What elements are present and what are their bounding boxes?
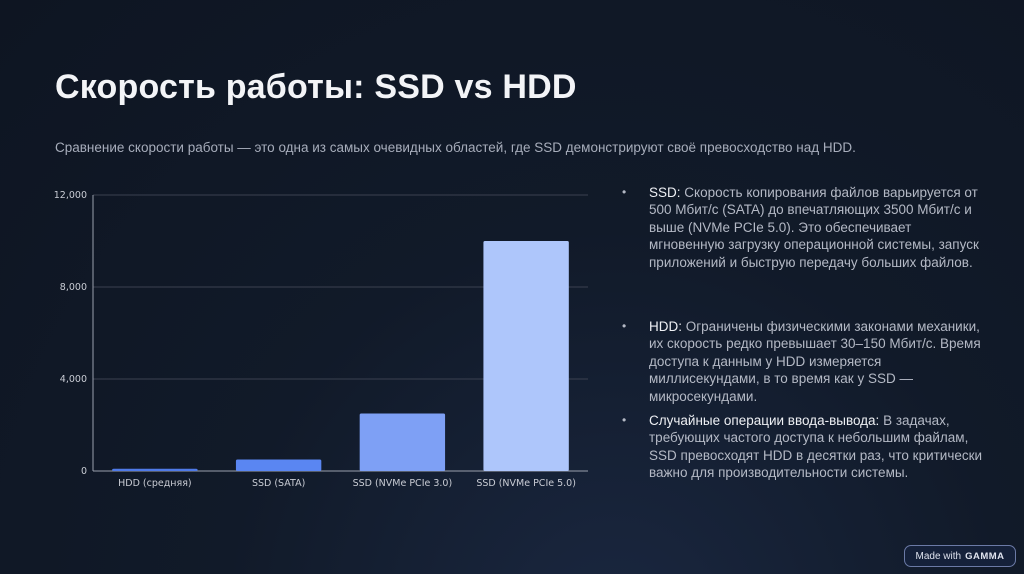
bar-1 — [235, 459, 322, 471]
bullet-random-io: • Случайные операции ввода-вывода: В зад… — [622, 412, 989, 482]
bullet-text: Скорость копирования файлов варьируется … — [649, 185, 979, 270]
x-tick-label: HDD (средняя) — [118, 478, 192, 489]
bullet-hdd: • HDD: Ограничены физическими законами м… — [622, 318, 989, 405]
y-tick-label: 12,000 — [54, 190, 87, 201]
x-tick-label: SSD (NVMe PCIe 3.0) — [353, 478, 453, 489]
y-tick-label: 0 — [81, 466, 87, 477]
bullet-ssd: • SSD: Скорость копирования файлов варьи… — [622, 184, 989, 271]
speed-bar-chart: 0 4,000 8,000 12,000 HDD (средняя) SSD (SATA)… — [54, 190, 588, 489]
bullet-dot-icon: • — [622, 413, 627, 427]
bar-3 — [483, 241, 569, 471]
bullet-dot-icon: • — [622, 319, 627, 333]
made-with-gamma-badge[interactable]: Made with GAMMA — [904, 545, 1016, 567]
bullet-text: Ограничены физическими законами механики… — [649, 319, 981, 404]
bullet-lead: Случайные операции ввода-вывода: — [649, 413, 880, 428]
slide-subtitle: Сравнение скорости работы — это одна из … — [55, 140, 856, 155]
bullet-lead: HDD: — [649, 319, 682, 334]
bar-0 — [112, 468, 198, 471]
bullet-dot-icon: • — [622, 185, 627, 199]
bullet-text: В задачах, требующих частого доступа к н… — [649, 413, 983, 481]
gamma-logo: GAMMA — [965, 550, 1005, 562]
bar-2 — [359, 413, 446, 471]
x-tick-label: SSD (NVMe PCIe 5.0) — [476, 478, 576, 489]
slide-title: Скорость работы: SSD vs HDD — [55, 68, 577, 106]
y-tick-label: 4,000 — [60, 374, 87, 385]
y-tick-label: 8,000 — [60, 282, 87, 293]
x-tick-label: SSD (SATA) — [252, 478, 305, 489]
bullet-lead: SSD: — [649, 185, 681, 200]
badge-prefix: Made with — [915, 550, 962, 562]
